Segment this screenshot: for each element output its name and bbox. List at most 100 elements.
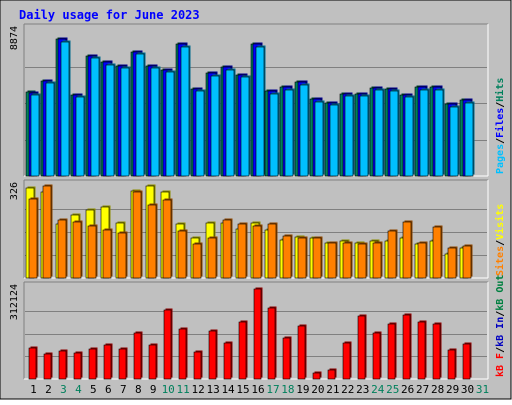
bar-pages-day-24 bbox=[374, 89, 384, 177]
bar-pages-day-25 bbox=[389, 90, 399, 177]
bar-kbf-day-28 bbox=[432, 323, 441, 380]
bar-sites-day-24 bbox=[372, 242, 382, 279]
legend-separator: / bbox=[495, 138, 506, 144]
day-label-28: 28 bbox=[431, 383, 444, 396]
bar-sites-day-22 bbox=[342, 242, 352, 279]
bar-kbf-day-9 bbox=[148, 344, 157, 380]
bar-pages-day-8 bbox=[135, 53, 145, 177]
bar-sites-day-23 bbox=[357, 243, 367, 279]
y-max-label: 312124 bbox=[9, 284, 20, 320]
day-label-25: 25 bbox=[386, 383, 399, 396]
legend-sites: Sites bbox=[494, 246, 506, 276]
panel-3: 312124 kB F/kB In/kB Out bbox=[9, 275, 506, 380]
bar-pages-day-18 bbox=[284, 89, 294, 177]
bar-sites-day-7 bbox=[117, 232, 127, 279]
day-label-15: 15 bbox=[236, 383, 249, 396]
bar-sites-day-15 bbox=[237, 223, 247, 279]
bar-sites-day-8 bbox=[132, 191, 142, 279]
bar-kbf-day-21 bbox=[327, 369, 336, 380]
bar-pages-day-2 bbox=[45, 82, 55, 177]
bar-kbf-day-5 bbox=[88, 348, 97, 380]
bar-sites-day-19 bbox=[297, 237, 307, 279]
bar-sites-day-2 bbox=[42, 185, 52, 279]
bar-kbf-day-20 bbox=[312, 372, 321, 380]
bar-kbf-day-16 bbox=[253, 288, 262, 380]
bar-sites-day-17 bbox=[267, 223, 277, 279]
day-label-7: 7 bbox=[120, 383, 127, 396]
day-label-21: 21 bbox=[326, 383, 339, 396]
day-label-4: 4 bbox=[75, 383, 82, 396]
bar-kbf-day-10 bbox=[163, 309, 172, 380]
panel-legend: kB F/kB In/kB Out bbox=[495, 275, 506, 377]
bar-kbf-day-26 bbox=[402, 314, 411, 380]
bar-kbf-day-13 bbox=[208, 330, 217, 380]
bar-pages-day-28 bbox=[434, 89, 444, 177]
legend-pages: Pages bbox=[495, 144, 506, 174]
day-label-18: 18 bbox=[281, 383, 294, 396]
day-label-24: 24 bbox=[371, 383, 385, 396]
bar-pages-day-4 bbox=[75, 96, 85, 177]
bar-pages-day-15 bbox=[240, 76, 250, 177]
bar-pages-day-10 bbox=[165, 71, 175, 177]
bar-sites-day-5 bbox=[87, 225, 97, 279]
chart-panels: 8874Pages/Files/Hits326Sites/Visits31212… bbox=[9, 23, 506, 380]
legend-kbin: kB In bbox=[495, 317, 506, 347]
day-label-30: 30 bbox=[461, 383, 474, 396]
day-label-3: 3 bbox=[60, 383, 67, 396]
bar-kbf-day-8 bbox=[133, 332, 142, 380]
legend-separator: / bbox=[495, 347, 506, 353]
bar-sites-day-30 bbox=[462, 245, 472, 279]
bar-sites-day-18 bbox=[282, 235, 292, 279]
bar-pages-day-21 bbox=[329, 104, 339, 177]
bar-pages-day-6 bbox=[105, 64, 115, 177]
day-label-27: 27 bbox=[416, 383, 429, 396]
bar-kbf-day-6 bbox=[103, 344, 112, 380]
bar-sites-day-29 bbox=[447, 247, 457, 279]
bar-pages-day-27 bbox=[419, 89, 429, 177]
bar-sites-day-11 bbox=[177, 230, 187, 279]
bar-pages-day-30 bbox=[464, 102, 474, 177]
day-axis-labels: 1 2 3 4 5 6 7 8 9 10 11 12 13 14 15 16 17 18 19 20 21 22 23 24 2… bbox=[30, 383, 489, 396]
bar-pages-day-3 bbox=[60, 41, 70, 177]
bar-pages-day-7 bbox=[120, 67, 130, 177]
day-label-29: 29 bbox=[446, 383, 459, 396]
bar-pages-day-5 bbox=[90, 57, 100, 177]
bar-kbf-day-12 bbox=[193, 351, 202, 380]
day-label-22: 22 bbox=[341, 383, 354, 396]
bar-sites-day-26 bbox=[402, 221, 412, 279]
day-label-31: 31 bbox=[476, 383, 489, 396]
bar-sites-day-20 bbox=[312, 237, 322, 279]
bar-pages-day-17 bbox=[269, 93, 279, 177]
bar-sites-day-9 bbox=[147, 204, 157, 279]
bar-kbf-day-27 bbox=[417, 321, 426, 380]
legend-separator: / bbox=[495, 240, 506, 246]
legend-visits: Visits bbox=[494, 204, 506, 240]
bar-pages-day-11 bbox=[180, 46, 190, 177]
bar-pages-day-12 bbox=[195, 90, 205, 177]
bar-pages-day-23 bbox=[359, 95, 369, 177]
day-label-11: 11 bbox=[177, 383, 190, 396]
bar-pages-day-20 bbox=[314, 101, 324, 177]
day-label-5: 5 bbox=[90, 383, 97, 396]
bar-kbf-day-25 bbox=[387, 323, 396, 380]
legend-hits: Hits bbox=[494, 78, 506, 102]
day-label-9: 9 bbox=[150, 383, 157, 396]
day-label-2: 2 bbox=[45, 383, 52, 396]
panel-2: 326 Sites/Visits bbox=[9, 179, 506, 279]
legend-separator: / bbox=[495, 311, 506, 317]
bar-pages-day-13 bbox=[210, 75, 220, 177]
bar-kbf-day-2 bbox=[43, 353, 52, 380]
bar-sites-day-4 bbox=[72, 221, 82, 279]
day-label-23: 23 bbox=[356, 383, 369, 396]
day-label-13: 13 bbox=[206, 383, 219, 396]
bar-pages-day-19 bbox=[299, 84, 309, 177]
bar-sites-day-3 bbox=[57, 219, 67, 279]
day-label-17: 17 bbox=[266, 383, 279, 396]
day-label-12: 12 bbox=[192, 383, 205, 396]
bar-kbf-day-14 bbox=[223, 342, 232, 380]
legend-kbout: kB Out bbox=[495, 275, 506, 311]
bar-kbf-day-4 bbox=[73, 352, 82, 380]
